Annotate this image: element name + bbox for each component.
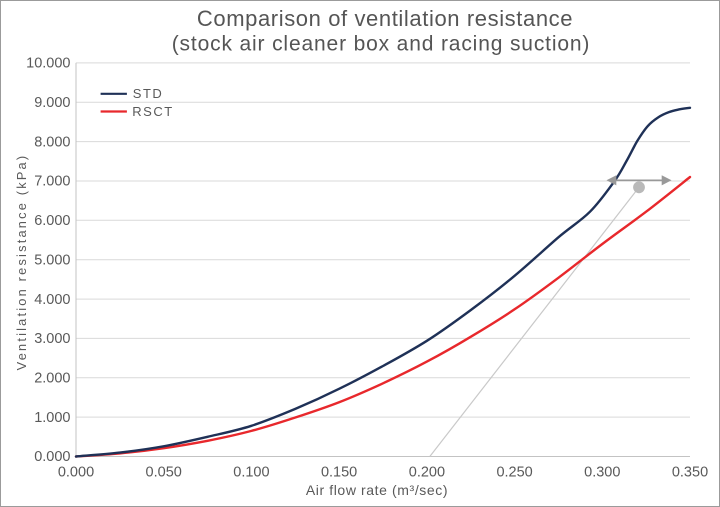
- svg-text:6.000: 6.000: [34, 213, 70, 229]
- svg-text:0.100: 0.100: [233, 465, 269, 481]
- svg-text:RSCT: RSCT: [132, 104, 173, 119]
- svg-text:0.250: 0.250: [496, 465, 532, 481]
- svg-text:10.000: 10.000: [26, 56, 70, 72]
- svg-text:2.000: 2.000: [34, 371, 70, 387]
- svg-text:0.300: 0.300: [584, 465, 620, 481]
- svg-text:0.200: 0.200: [409, 465, 445, 481]
- svg-text:Comparison of ventilation resi: Comparison of ventilation resistance: [197, 6, 573, 31]
- svg-text:Ventilation resistance (kPa): Ventilation resistance (kPa): [14, 154, 29, 371]
- svg-text:1.000: 1.000: [34, 410, 70, 426]
- svg-text:0.350: 0.350: [672, 465, 708, 481]
- svg-text:9.000: 9.000: [34, 95, 70, 111]
- svg-text:0.050: 0.050: [146, 465, 182, 481]
- svg-text:3.000: 3.000: [34, 331, 70, 347]
- svg-text:0.000: 0.000: [34, 449, 70, 465]
- svg-text:5.000: 5.000: [34, 252, 70, 268]
- svg-text:0.150: 0.150: [321, 465, 357, 481]
- svg-text:4.000: 4.000: [34, 292, 70, 308]
- svg-text:(stock air cleaner box and rac: (stock air cleaner box and racing suctio…: [172, 33, 591, 56]
- svg-text:0.000: 0.000: [58, 465, 94, 481]
- svg-text:8.000: 8.000: [34, 134, 70, 150]
- svg-text:STD: STD: [133, 86, 164, 101]
- svg-text:7.000: 7.000: [34, 174, 70, 190]
- svg-text:Air flow rate (m³/sec): Air flow rate (m³/sec): [306, 482, 448, 498]
